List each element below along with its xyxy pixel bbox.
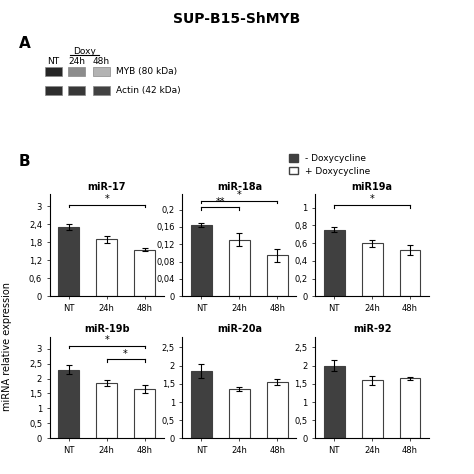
Bar bbox=[362, 243, 383, 296]
Text: SUP-B15-ShMYB: SUP-B15-ShMYB bbox=[173, 12, 301, 26]
Text: NT: NT bbox=[47, 57, 59, 65]
Bar bbox=[45, 67, 62, 76]
Text: *: * bbox=[237, 191, 242, 201]
Text: *: * bbox=[123, 348, 128, 358]
Text: A: A bbox=[19, 36, 31, 51]
Text: *: * bbox=[104, 194, 109, 204]
Text: Doxy: Doxy bbox=[73, 47, 96, 56]
Bar bbox=[229, 389, 250, 438]
Bar bbox=[400, 378, 420, 438]
Text: 48h: 48h bbox=[93, 57, 110, 65]
Bar bbox=[191, 225, 212, 296]
Bar bbox=[134, 389, 155, 438]
Text: B: B bbox=[19, 154, 31, 169]
Text: *: * bbox=[104, 335, 109, 345]
Bar bbox=[267, 382, 288, 438]
Bar bbox=[58, 370, 79, 438]
Bar bbox=[400, 250, 420, 296]
Bar bbox=[96, 383, 117, 438]
Bar bbox=[93, 86, 110, 95]
Text: 24h: 24h bbox=[68, 57, 85, 65]
Bar bbox=[229, 240, 250, 296]
Bar bbox=[45, 86, 62, 95]
Title: miR-20a: miR-20a bbox=[217, 324, 262, 334]
Title: miR-18a: miR-18a bbox=[217, 182, 262, 192]
Text: MYB (80 kDa): MYB (80 kDa) bbox=[116, 67, 177, 76]
Text: Actin (42 kDa): Actin (42 kDa) bbox=[116, 86, 180, 95]
Bar bbox=[134, 250, 155, 296]
Bar bbox=[191, 371, 212, 438]
Bar bbox=[93, 67, 110, 76]
Bar bbox=[362, 380, 383, 438]
Title: miR19a: miR19a bbox=[352, 182, 392, 192]
Bar bbox=[96, 239, 117, 296]
Bar bbox=[324, 365, 345, 438]
Bar bbox=[68, 67, 85, 76]
Title: miR-17: miR-17 bbox=[87, 182, 126, 192]
Text: *: * bbox=[370, 194, 374, 204]
Text: miRNA relative expression: miRNA relative expression bbox=[2, 282, 12, 410]
Bar bbox=[58, 228, 79, 296]
Title: miR-19b: miR-19b bbox=[84, 324, 129, 334]
Legend: - Doxycycline, + Doxycycline: - Doxycycline, + Doxycycline bbox=[289, 154, 370, 175]
Title: miR-92: miR-92 bbox=[353, 324, 392, 334]
Bar bbox=[324, 230, 345, 296]
Bar bbox=[68, 86, 85, 95]
Text: **: ** bbox=[216, 197, 225, 207]
Bar bbox=[267, 255, 288, 296]
